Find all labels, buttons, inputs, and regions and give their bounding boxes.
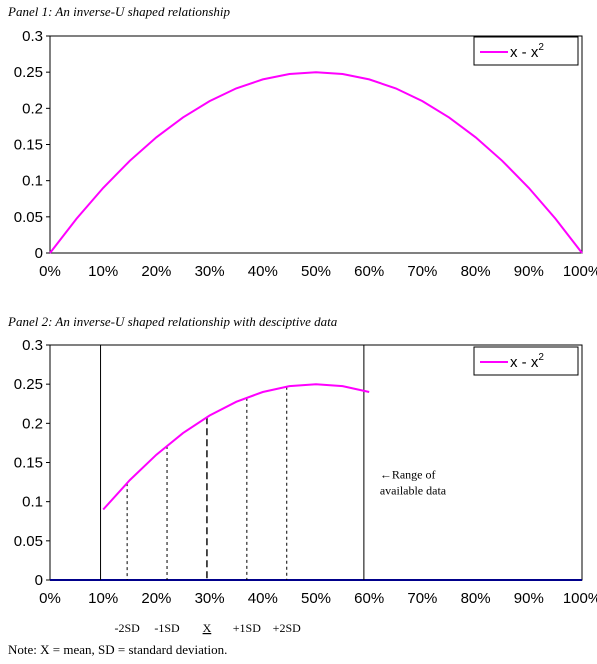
sd-marker-label: -1SD: [154, 621, 180, 635]
legend-label: x - x2: [510, 42, 544, 61]
x-tick-label: 100%: [563, 263, 597, 280]
sd-marker-label: +1SD: [233, 621, 261, 635]
y-tick-label: 0.25: [14, 376, 43, 393]
x-tick-label: 30%: [195, 590, 225, 607]
x-tick-label: 0%: [39, 263, 61, 280]
legend-superscript: 2: [538, 42, 544, 53]
x-tick-label: 60%: [354, 263, 384, 280]
sd-marker-label: X: [203, 621, 212, 635]
x-tick-label: 30%: [195, 263, 225, 280]
footnote: Note: X = mean, SD = standard deviation.: [8, 642, 228, 657]
x-tick-label: 40%: [248, 590, 278, 607]
y-tick-label: 0.2: [22, 100, 43, 117]
y-tick-label: 0.2: [22, 415, 43, 432]
x-tick-label: 10%: [88, 590, 118, 607]
y-tick-label: 0.05: [14, 209, 43, 226]
x-tick-label: 80%: [461, 263, 491, 280]
panel-2-title: Panel 2: An inverse-U shaped relationshi…: [8, 314, 338, 329]
x-tick-label: 10%: [88, 263, 118, 280]
panel-1-chart: 0 0.05 0.1 0.15 0.2 0.25 0.3 0% 10% 20% 30% 40% 50% 6…: [14, 28, 597, 280]
y-tick-label: 0: [35, 572, 43, 589]
x-tick-label: 100%: [563, 590, 597, 607]
x-tick-label: 20%: [141, 590, 171, 607]
y-tick-label: 0.1: [22, 494, 43, 511]
series-line: [102, 383, 370, 511]
x-tick-label: 90%: [514, 263, 544, 280]
sd-marker-label: +2SD: [273, 621, 301, 635]
y-tick-label: 0.1: [22, 173, 43, 190]
x-tick-label: 80%: [461, 590, 491, 607]
y-tick-label: 0.3: [22, 28, 43, 45]
x-tick-label: 50%: [301, 263, 331, 280]
y-tick-label: 0.05: [14, 533, 43, 550]
sd-marker-label: -2SD: [114, 621, 140, 635]
x-tick-label: 40%: [248, 263, 278, 280]
legend-label: x - x2: [510, 352, 544, 371]
x-tick-label: 60%: [354, 590, 384, 607]
x-tick-label: 0%: [39, 590, 61, 607]
x-tick-label: 50%: [301, 590, 331, 607]
legend-superscript: 2: [538, 352, 544, 363]
x-tick-label: 90%: [514, 590, 544, 607]
range-annotation-line1: ←Range of: [380, 467, 436, 481]
y-tick-label: 0.25: [14, 64, 43, 81]
y-tick-label: 0.3: [22, 337, 43, 354]
plot-frame: [49, 344, 583, 581]
x-tick-label: 20%: [141, 263, 171, 280]
series-line: [49, 71, 583, 254]
x-tick-label: 70%: [407, 263, 437, 280]
y-tick-label: 0: [35, 245, 43, 262]
x-tick-label: 70%: [407, 590, 437, 607]
range-annotation-line2: available data: [380, 483, 447, 497]
panel-1-title: Panel 1: An inverse-U shaped relationshi…: [8, 4, 231, 19]
y-tick-label: 0.15: [14, 455, 43, 472]
y-tick-label: 0.15: [14, 137, 43, 154]
